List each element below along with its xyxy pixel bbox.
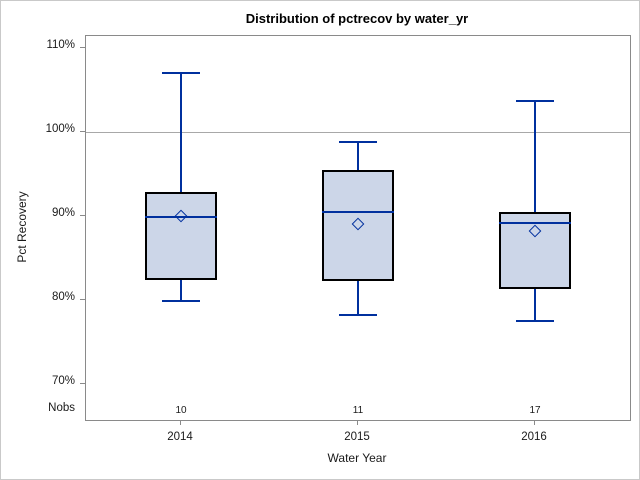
median-line-2014	[145, 216, 217, 218]
x-axis-title: Water Year	[327, 451, 387, 465]
whisker-cap-top-2014	[162, 72, 200, 74]
whisker-cap-top-2016	[516, 100, 554, 102]
box-2014	[145, 192, 217, 280]
y-axis-tick-label: 100%	[45, 123, 75, 135]
x-axis-tick-label: 2016	[521, 431, 547, 443]
whisker-cap-bottom-2015	[339, 314, 377, 316]
x-axis-tick	[180, 420, 181, 425]
y-axis-tick-label: 80%	[51, 291, 75, 303]
x-axis-tick	[357, 420, 358, 425]
y-axis-tick	[80, 215, 85, 216]
whisker-cap-top-2015	[339, 141, 377, 143]
whisker-cap-bottom-2016	[516, 320, 554, 322]
x-axis-tick-label: 2014	[167, 431, 193, 443]
median-line-2016	[499, 222, 571, 224]
x-axis-tick	[534, 420, 535, 425]
y-axis-tick-label: 70%	[51, 375, 75, 387]
nobs-value-2015: 11	[352, 405, 364, 416]
y-axis-tick	[80, 47, 85, 48]
reference-line-100pct	[86, 132, 630, 133]
y-axis-tick-label: 110%	[46, 39, 75, 51]
chart-title: Distribution of pctrecov by water_yr	[245, 11, 469, 26]
y-axis-tick	[80, 383, 85, 384]
plot-area: 10 11 17	[85, 35, 631, 421]
box-2016	[499, 212, 571, 289]
whisker-line-2016	[534, 100, 536, 322]
whisker-line-2014	[180, 72, 182, 302]
nobs-value-2016: 17	[529, 405, 541, 416]
nobs-row-label: Nobs	[48, 402, 75, 414]
whisker-cap-bottom-2014	[162, 300, 200, 302]
median-line-2015	[322, 211, 394, 213]
box-2015	[322, 170, 394, 281]
y-axis-tick-label: 90%	[51, 207, 75, 219]
x-axis-tick-label: 2015	[344, 431, 370, 443]
y-axis-tick	[80, 131, 85, 132]
y-axis-tick	[80, 299, 85, 300]
nobs-value-2014: 10	[175, 405, 187, 416]
y-axis-title: Pct Recovery	[15, 191, 29, 263]
